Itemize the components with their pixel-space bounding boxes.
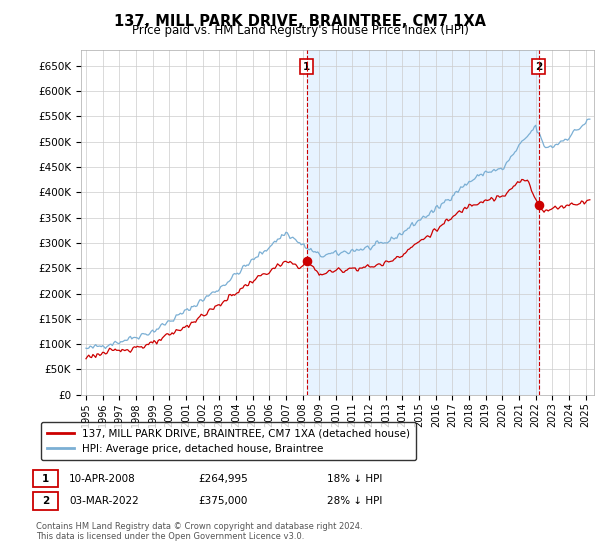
Legend: 137, MILL PARK DRIVE, BRAINTREE, CM7 1XA (detached house), HPI: Average price, d: 137, MILL PARK DRIVE, BRAINTREE, CM7 1XA… bbox=[41, 422, 416, 460]
FancyBboxPatch shape bbox=[33, 492, 58, 510]
Text: £264,995: £264,995 bbox=[198, 474, 248, 484]
Text: 137, MILL PARK DRIVE, BRAINTREE, CM7 1XA: 137, MILL PARK DRIVE, BRAINTREE, CM7 1XA bbox=[114, 14, 486, 29]
Text: Contains HM Land Registry data © Crown copyright and database right 2024.
This d: Contains HM Land Registry data © Crown c… bbox=[36, 522, 362, 542]
Point bbox=[302, 256, 311, 265]
Text: 18% ↓ HPI: 18% ↓ HPI bbox=[327, 474, 382, 484]
Text: 1: 1 bbox=[42, 474, 49, 484]
Text: 10-APR-2008: 10-APR-2008 bbox=[69, 474, 136, 484]
Point bbox=[534, 200, 544, 209]
Text: 2: 2 bbox=[535, 62, 542, 72]
Text: Price paid vs. HM Land Registry's House Price Index (HPI): Price paid vs. HM Land Registry's House … bbox=[131, 24, 469, 37]
FancyBboxPatch shape bbox=[33, 470, 58, 487]
Text: 2: 2 bbox=[42, 496, 49, 506]
Text: £375,000: £375,000 bbox=[198, 496, 247, 506]
Text: 1: 1 bbox=[303, 62, 310, 72]
Bar bbox=[307, 50, 539, 395]
Text: 03-MAR-2022: 03-MAR-2022 bbox=[69, 496, 139, 506]
Text: 28% ↓ HPI: 28% ↓ HPI bbox=[327, 496, 382, 506]
